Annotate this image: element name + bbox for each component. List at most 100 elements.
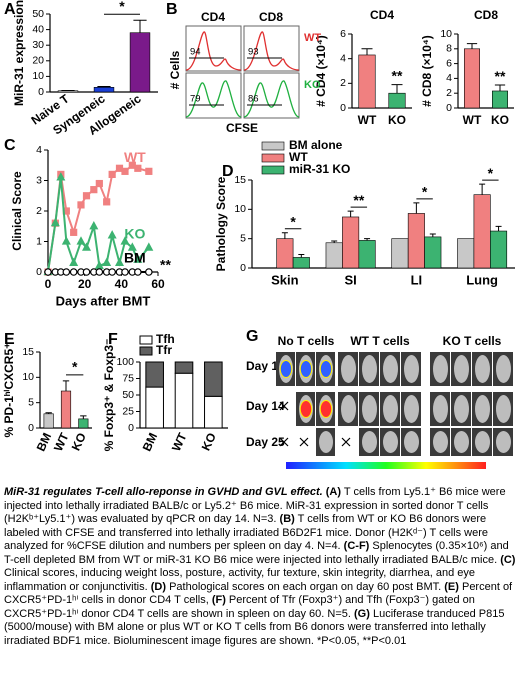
mouse	[496, 355, 511, 383]
panel-label: F	[108, 331, 118, 348]
histogram	[185, 31, 242, 71]
missing-mark	[279, 401, 289, 411]
x-tick-label: 0	[45, 277, 52, 291]
column-label: No T cells	[278, 334, 335, 348]
row-label: Day 25	[246, 435, 285, 449]
y-tick-label: 3	[36, 174, 42, 186]
bar	[358, 240, 376, 269]
caption-text: Splenocytes (0.35×10⁶) and T-cell deplet…	[4, 540, 509, 566]
marker	[82, 268, 91, 276]
marker	[82, 192, 91, 200]
caption-text: MiR-31 regulates T-cell allo-reponse in …	[4, 486, 323, 498]
y-tick-label: 50	[122, 389, 134, 401]
marker	[77, 201, 85, 209]
mouse	[362, 431, 377, 453]
signal	[299, 400, 313, 418]
signal	[299, 360, 313, 378]
error-bar	[413, 202, 420, 214]
y-axis-label: % Foxp3⁺ & Foxp3⁻	[102, 339, 116, 452]
chart-title: CD8	[474, 8, 498, 22]
error-bar	[80, 415, 87, 419]
x-tick-label: KO	[199, 431, 219, 453]
legend-label: BM alone	[289, 138, 343, 152]
y-tick-label: 0	[128, 422, 134, 434]
histogram-frame	[243, 72, 300, 119]
bar	[325, 242, 343, 269]
legend-label: miR-31 KO	[289, 162, 350, 176]
caption-text: (D)	[150, 580, 167, 593]
marker	[121, 167, 129, 175]
error-bar	[62, 380, 70, 392]
histogram	[185, 80, 242, 118]
marker	[114, 257, 125, 266]
signal	[319, 400, 333, 418]
caption-text: (F)	[211, 594, 226, 606]
significance: *	[488, 165, 494, 181]
x-tick-label: BM	[34, 431, 55, 454]
legend-label: WT	[289, 150, 308, 164]
row-label: Day 14	[246, 399, 285, 413]
marker	[102, 257, 112, 266]
caption-text: Pathological scores on each organ on day…	[166, 580, 445, 593]
histogram	[243, 80, 300, 118]
error-bar	[331, 240, 338, 243]
mouse	[341, 395, 356, 423]
x-tick-label: Lung	[466, 272, 498, 287]
panel-label: A	[4, 1, 16, 18]
significance: **	[353, 192, 364, 208]
marker	[144, 242, 154, 251]
error-bar	[97, 86, 111, 88]
y-tick-label: 6	[446, 57, 452, 69]
marker	[76, 236, 86, 245]
y-axis-label: % PD-1ʰⁱCXCR5⁺	[2, 343, 16, 438]
y-tick-label: 4	[446, 72, 452, 84]
marker	[127, 242, 137, 251]
y-tick-label: 0	[38, 86, 44, 98]
error-bar	[495, 225, 502, 232]
significance: **	[392, 67, 403, 83]
marker	[70, 228, 78, 236]
marker	[108, 268, 116, 276]
y-tick-label: 0	[340, 102, 346, 114]
error-bar	[298, 254, 305, 258]
gate-value: 94	[190, 47, 201, 58]
bar	[424, 236, 442, 269]
mouse	[362, 395, 377, 423]
bar	[391, 238, 409, 269]
marker	[69, 268, 78, 276]
y-tick-label: 15	[234, 174, 246, 186]
panel-label: D	[222, 163, 234, 180]
bar	[388, 92, 406, 109]
bar	[463, 48, 480, 109]
column-label: WT T cells	[350, 334, 410, 348]
y-axis-label: # CD8 (×10⁴)	[420, 35, 434, 107]
row-label: WT	[304, 32, 321, 44]
bar-segment	[204, 361, 223, 397]
y-tick-label: 20	[32, 55, 44, 67]
mouse	[404, 355, 419, 383]
x-tick-label: 60	[151, 277, 165, 291]
x-axis-label: Days after BMT	[56, 293, 151, 308]
error-bar	[281, 232, 288, 239]
y-tick-label: 10	[440, 28, 452, 40]
marker	[108, 170, 116, 178]
caption-text: Luciferase tranduced P815 (5000/mouse) w…	[4, 607, 505, 647]
mouse	[362, 355, 377, 383]
legend-swatch	[139, 335, 153, 345]
marker	[145, 268, 153, 276]
series-label: KO	[124, 225, 145, 241]
legend-label: Tfh	[156, 332, 175, 346]
bar-segment	[174, 361, 194, 374]
legend-swatch	[261, 165, 285, 175]
y-tick-label: 75	[122, 372, 134, 384]
marker	[107, 230, 117, 239]
caption: MiR-31 regulates T-cell allo-reponse in …	[4, 486, 516, 648]
error-bar	[361, 48, 373, 55]
y-tick-label: 1	[36, 235, 42, 247]
marker	[81, 242, 92, 251]
legend-swatch	[261, 141, 285, 151]
error-bar	[391, 84, 403, 94]
marker	[95, 179, 103, 188]
mouse	[454, 355, 469, 383]
